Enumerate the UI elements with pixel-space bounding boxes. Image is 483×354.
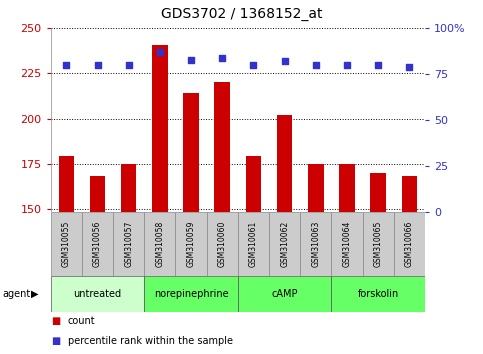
Bar (144, 212, 175, 276)
Point (374, 62, 382, 68)
Point (187, 57, 195, 62)
Text: agent: agent (2, 289, 30, 299)
Bar (183, 93, 199, 212)
Bar (51, 212, 82, 276)
Bar (331, 276, 425, 312)
Text: ▶: ▶ (31, 289, 39, 299)
Bar (238, 276, 331, 312)
Bar (51, 276, 144, 312)
Bar (331, 212, 363, 276)
Point (218, 55, 226, 61)
Point (156, 50, 164, 55)
Bar (370, 173, 386, 212)
Bar (269, 212, 300, 276)
Text: ■: ■ (51, 316, 60, 326)
Text: GSM310057: GSM310057 (124, 221, 133, 268)
Point (343, 62, 351, 68)
Bar (363, 212, 394, 276)
Bar (238, 212, 269, 276)
Bar (152, 45, 168, 212)
Point (125, 62, 132, 68)
Bar (113, 212, 144, 276)
Text: GDS3702 / 1368152_at: GDS3702 / 1368152_at (161, 7, 322, 21)
Text: GSM310058: GSM310058 (156, 221, 164, 267)
Bar (339, 164, 355, 212)
Bar (144, 276, 238, 312)
Text: forskolin: forskolin (357, 289, 399, 299)
Text: percentile rank within the sample: percentile rank within the sample (68, 336, 233, 346)
Bar (394, 212, 425, 276)
Text: norepinephrine: norepinephrine (154, 289, 228, 299)
Text: GSM310064: GSM310064 (342, 221, 352, 268)
Bar (82, 212, 113, 276)
Bar (121, 164, 137, 212)
Text: cAMP: cAMP (271, 289, 298, 299)
Point (281, 59, 288, 64)
Text: ■: ■ (51, 336, 60, 346)
Text: count: count (68, 316, 95, 326)
Point (62, 62, 70, 68)
Bar (277, 115, 293, 212)
Text: GSM310059: GSM310059 (186, 221, 196, 268)
Text: GSM310061: GSM310061 (249, 221, 258, 267)
Bar (175, 212, 207, 276)
Bar (402, 176, 417, 212)
Bar (90, 176, 105, 212)
Bar (308, 164, 324, 212)
Text: GSM310060: GSM310060 (218, 221, 227, 268)
Text: GSM310055: GSM310055 (62, 221, 71, 268)
Text: untreated: untreated (73, 289, 122, 299)
Bar (246, 156, 261, 212)
Text: GSM310063: GSM310063 (312, 221, 320, 268)
Text: GSM310066: GSM310066 (405, 221, 414, 268)
Point (250, 62, 257, 68)
Text: GSM310065: GSM310065 (374, 221, 383, 268)
Bar (207, 212, 238, 276)
Point (406, 64, 413, 70)
Text: GSM310056: GSM310056 (93, 221, 102, 268)
Text: GSM310062: GSM310062 (280, 221, 289, 267)
Bar (58, 156, 74, 212)
Point (94, 62, 101, 68)
Point (312, 62, 320, 68)
Bar (300, 212, 331, 276)
Bar (214, 82, 230, 212)
